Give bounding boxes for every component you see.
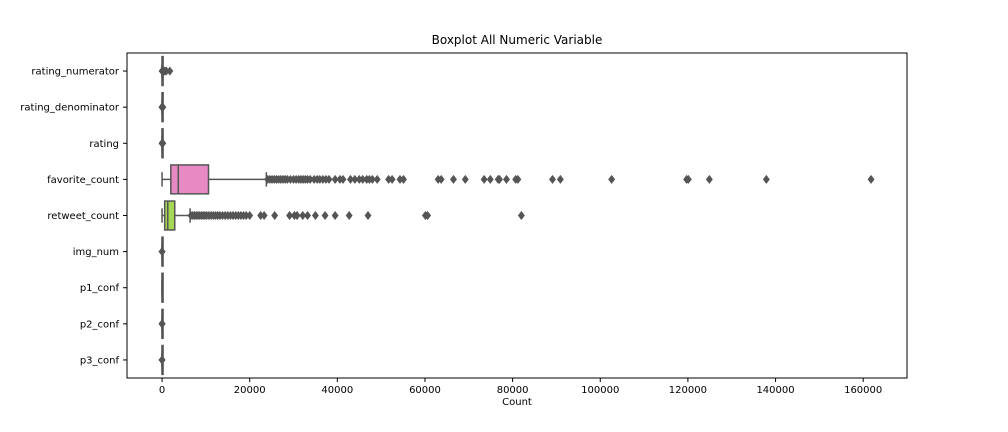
outlier-point (556, 174, 564, 185)
outlier-point (437, 174, 445, 185)
y-tick-label: rating_denominator (20, 103, 120, 114)
outlier-point (364, 210, 372, 221)
outlier-point (260, 210, 268, 221)
outlier-point (517, 210, 525, 221)
outlier-point (461, 174, 469, 185)
outlier-point (246, 210, 254, 221)
x-tick-label: 40000 (321, 385, 353, 396)
box-rating_denominator (158, 91, 167, 123)
y-tick-label: rating_numerator (31, 67, 119, 78)
outlier-point (424, 210, 432, 221)
outlier-point (867, 174, 875, 185)
x-axis: 0 20000 40000 60000 80000 100000 120000 140000 1… (159, 378, 882, 396)
outlier-point (159, 138, 167, 148)
y-tick-label: retweet_count (47, 211, 119, 222)
outlier-point (299, 210, 307, 221)
x-tick-label: 0 (159, 385, 165, 396)
outlier-point (705, 174, 713, 185)
outlier-point (158, 319, 166, 329)
x-tick-label: 100000 (581, 385, 619, 396)
outlier-point (325, 174, 333, 185)
outlier-point (480, 174, 488, 185)
y-tick-label: rating (89, 139, 119, 150)
outlier-point (331, 210, 339, 221)
outlier-point (762, 174, 770, 185)
outlier-point (388, 174, 396, 185)
y-tick-label: img_num (73, 247, 119, 258)
outlier-point (158, 246, 166, 257)
x-tick-label: 80000 (497, 385, 529, 396)
outlier-point (159, 102, 167, 112)
outlier-point (373, 174, 381, 185)
outlier-point (502, 174, 510, 185)
x-tick-label: 140000 (756, 385, 794, 396)
outlier-point (486, 174, 494, 185)
outlier-point (331, 174, 339, 185)
outlier-point (321, 210, 329, 221)
box-favorite_count (161, 164, 875, 195)
outlier-point (293, 210, 301, 221)
outlier-point (514, 174, 522, 185)
y-tick-label: p2_conf (80, 319, 120, 330)
outlier-point (608, 174, 616, 185)
outlier-point (286, 210, 294, 221)
box-rating (158, 128, 167, 159)
box-rating_numerator (158, 55, 174, 87)
x-tick-label: 20000 (234, 385, 266, 396)
box-retweet_count (161, 200, 525, 231)
outlier-point (339, 174, 347, 185)
box-p1_conf (161, 272, 164, 303)
box-iqr (163, 200, 176, 231)
outlier-point (304, 210, 312, 221)
outlier-point (449, 174, 457, 185)
y-axis: rating_numerator rating_denominatorrating… (20, 67, 127, 366)
outlier-point (271, 210, 279, 221)
x-tick-label: 120000 (669, 385, 707, 396)
outlier-point (495, 174, 503, 185)
x-tick-label: 160000 (844, 385, 882, 396)
outlier-point (311, 210, 319, 221)
outlier-point (684, 174, 692, 185)
y-tick-label: p1_conf (80, 283, 120, 294)
box-iqr (170, 164, 210, 195)
outlier-point (368, 174, 376, 185)
y-tick-label: favorite_count (47, 175, 119, 186)
box-p2_conf (158, 308, 166, 340)
x-axis-label: Count (502, 397, 532, 408)
y-tick-label: p3_conf (80, 355, 120, 366)
outlier-point (166, 66, 174, 76)
chart-title: Boxplot All Numeric Variable (431, 33, 603, 47)
outlier-point (158, 355, 166, 365)
plot-area (158, 55, 875, 376)
outlier-point (548, 174, 557, 185)
x-tick-label: 60000 (409, 385, 441, 396)
outlier-point (345, 210, 353, 221)
outlier-point (399, 174, 408, 185)
box-p3_conf (158, 344, 166, 376)
box-img_num (158, 236, 166, 267)
